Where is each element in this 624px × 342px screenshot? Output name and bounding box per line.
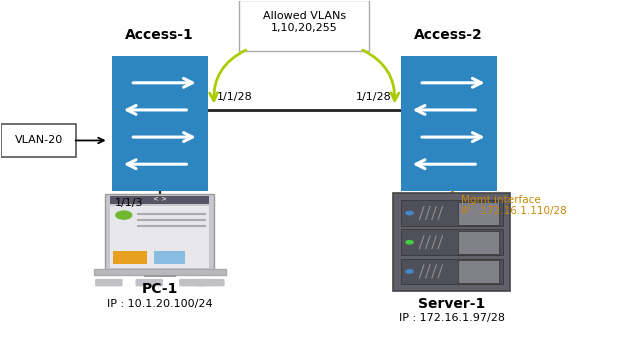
Circle shape xyxy=(405,211,414,215)
FancyBboxPatch shape xyxy=(401,200,503,226)
FancyBboxPatch shape xyxy=(401,56,497,192)
Text: Mgmt interface
IP : 172.16.1.110/28: Mgmt interface IP : 172.16.1.110/28 xyxy=(461,195,567,216)
FancyBboxPatch shape xyxy=(135,279,163,286)
FancyBboxPatch shape xyxy=(110,206,210,268)
Circle shape xyxy=(115,210,132,220)
FancyBboxPatch shape xyxy=(458,260,499,283)
FancyBboxPatch shape xyxy=(458,231,499,254)
FancyBboxPatch shape xyxy=(113,251,147,264)
FancyBboxPatch shape xyxy=(105,194,215,271)
Text: Server-1: Server-1 xyxy=(418,297,485,311)
Text: 1/1/28: 1/1/28 xyxy=(356,92,391,103)
Text: Allowed VLANs
1,10,20,255: Allowed VLANs 1,10,20,255 xyxy=(263,11,346,32)
Text: Access-1: Access-1 xyxy=(125,28,194,42)
FancyBboxPatch shape xyxy=(154,251,185,264)
FancyBboxPatch shape xyxy=(401,229,503,255)
FancyBboxPatch shape xyxy=(112,56,208,192)
Text: Access-2: Access-2 xyxy=(414,28,483,42)
FancyBboxPatch shape xyxy=(94,269,226,275)
Text: 1/1/3: 1/1/3 xyxy=(115,198,144,208)
FancyBboxPatch shape xyxy=(110,196,210,204)
Circle shape xyxy=(405,240,414,245)
Text: VLAN-20: VLAN-20 xyxy=(14,135,63,145)
FancyBboxPatch shape xyxy=(144,275,175,277)
Text: IP : 172.16.1.97/28: IP : 172.16.1.97/28 xyxy=(399,314,505,324)
FancyBboxPatch shape xyxy=(458,201,499,225)
Circle shape xyxy=(405,269,414,274)
FancyBboxPatch shape xyxy=(1,123,76,157)
Text: IP : 10.1.20.100/24: IP : 10.1.20.100/24 xyxy=(107,299,213,309)
FancyBboxPatch shape xyxy=(239,0,369,51)
FancyBboxPatch shape xyxy=(95,279,122,286)
Text: 1/1/28: 1/1/28 xyxy=(217,92,253,103)
Text: PC-1: PC-1 xyxy=(142,282,178,296)
Text: < >: < > xyxy=(153,196,167,202)
FancyBboxPatch shape xyxy=(393,193,510,291)
FancyBboxPatch shape xyxy=(401,259,503,284)
FancyBboxPatch shape xyxy=(197,279,225,286)
FancyBboxPatch shape xyxy=(179,279,207,286)
